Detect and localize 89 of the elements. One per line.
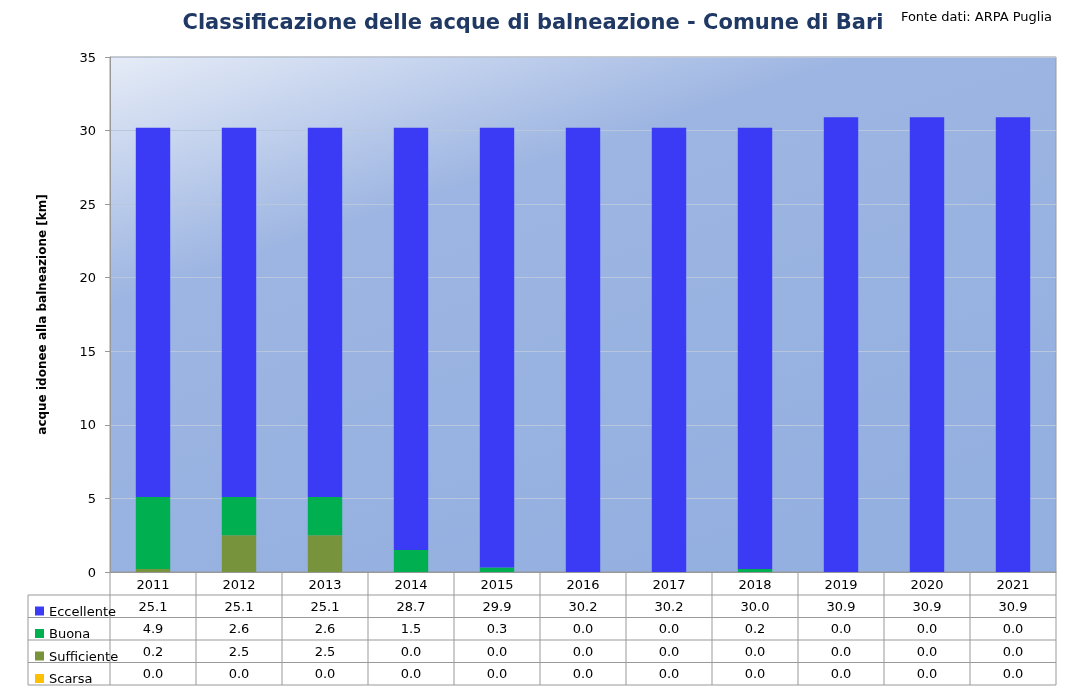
data-label: 25.1 xyxy=(224,598,254,614)
x-tick-label: 2014 xyxy=(394,577,428,592)
data-label: 1.5 xyxy=(400,621,422,637)
source-note: Fonte dati: ARPA Puglia xyxy=(900,9,1052,24)
x-tick-label: 2013 xyxy=(308,577,342,592)
data-label: 0.2 xyxy=(142,643,164,659)
data-label: 0.0 xyxy=(314,666,336,682)
bar xyxy=(823,117,859,572)
bar xyxy=(307,535,343,572)
data-label: 0.0 xyxy=(400,666,422,682)
data-label: 0.0 xyxy=(1002,643,1024,659)
data-label: 4.9 xyxy=(142,621,164,637)
data-label: 0.0 xyxy=(658,621,680,637)
data-label: 0.0 xyxy=(486,666,508,682)
data-label: 25.1 xyxy=(310,598,340,614)
data-label: 28.7 xyxy=(396,598,426,614)
data-label: 0.0 xyxy=(916,621,938,637)
data-label: 0.3 xyxy=(486,621,508,637)
bar xyxy=(393,127,429,550)
data-label: 0.0 xyxy=(1002,666,1024,682)
bar xyxy=(221,496,257,536)
bar xyxy=(909,117,945,572)
legend-label: Eccellente xyxy=(49,603,117,619)
bar xyxy=(307,496,343,536)
data-label: 0.0 xyxy=(744,666,766,682)
bar xyxy=(651,127,687,572)
bar xyxy=(737,569,773,572)
x-tick-label: 2015 xyxy=(480,577,514,592)
data-label: 0.0 xyxy=(830,666,852,682)
x-tick-label: 2016 xyxy=(566,577,600,592)
data-label: 2.6 xyxy=(314,621,336,637)
x-tick-label: 2017 xyxy=(652,577,686,592)
data-label: 2.5 xyxy=(228,643,250,659)
data-label: 0.0 xyxy=(142,666,164,682)
data-label: 25.1 xyxy=(138,598,168,614)
bar xyxy=(221,127,257,497)
data-label: 0.0 xyxy=(830,621,852,637)
x-tick-label: 2020 xyxy=(910,577,944,592)
data-label: 0.2 xyxy=(744,621,766,637)
data-label: 0.0 xyxy=(572,621,594,637)
chart-title: Classificazione delle acque di balneazione - Comune di Bari xyxy=(182,9,884,34)
data-label: 0.0 xyxy=(486,643,508,659)
data-label: 0.0 xyxy=(1002,621,1024,637)
x-tick-label: 2011 xyxy=(136,577,170,592)
y-tick-label: 20 xyxy=(79,270,96,286)
x-tick-label: 2021 xyxy=(996,577,1030,592)
legend-label: Buona xyxy=(49,626,91,641)
data-label: 2.6 xyxy=(228,621,250,637)
legend-label: Sufficiente xyxy=(49,648,119,664)
data-label: 0.0 xyxy=(916,666,938,682)
bar xyxy=(135,127,171,497)
data-label: 0.0 xyxy=(400,643,422,659)
data-label: 30.2 xyxy=(568,598,598,614)
data-label: 30.0 xyxy=(740,598,770,614)
bar xyxy=(221,535,257,572)
data-label: 30.2 xyxy=(654,598,684,614)
legend-label: Scarsa xyxy=(49,671,93,686)
bar xyxy=(393,549,429,572)
bar xyxy=(135,569,171,572)
data-label: 0.0 xyxy=(830,643,852,659)
bar xyxy=(565,127,601,572)
data-label: 2.5 xyxy=(314,643,336,659)
y-tick-label: 5 xyxy=(87,490,96,506)
y-tick-label: 0 xyxy=(87,564,96,580)
y-tick-label: 25 xyxy=(79,196,96,212)
data-label: 0.0 xyxy=(572,643,594,659)
bar xyxy=(307,127,343,497)
data-label: 30.9 xyxy=(998,598,1028,614)
y-tick-label: 35 xyxy=(79,49,96,65)
data-label: 30.9 xyxy=(826,598,856,614)
y-tick-label: 10 xyxy=(79,417,96,433)
y-tick-label: 30 xyxy=(79,123,96,139)
x-tick-label: 2019 xyxy=(824,577,858,592)
bar xyxy=(479,127,515,568)
data-label: 0.0 xyxy=(658,643,680,659)
data-label: 0.0 xyxy=(658,666,680,682)
data-label: 0.0 xyxy=(228,666,250,682)
bar xyxy=(995,117,1031,572)
data-label: 0.0 xyxy=(916,643,938,659)
bar xyxy=(737,127,773,570)
y-tick-label: 15 xyxy=(79,343,96,359)
data-label: 29.9 xyxy=(482,598,512,614)
y-axis-title: acque idonee alla balneazione [km] xyxy=(35,194,49,435)
x-tick-label: 2012 xyxy=(222,577,256,592)
bar xyxy=(135,496,171,570)
x-tick-label: 2018 xyxy=(738,577,772,592)
data-label: 0.0 xyxy=(572,666,594,682)
data-label: 30.9 xyxy=(912,598,942,614)
data-label: 0.0 xyxy=(744,643,766,659)
